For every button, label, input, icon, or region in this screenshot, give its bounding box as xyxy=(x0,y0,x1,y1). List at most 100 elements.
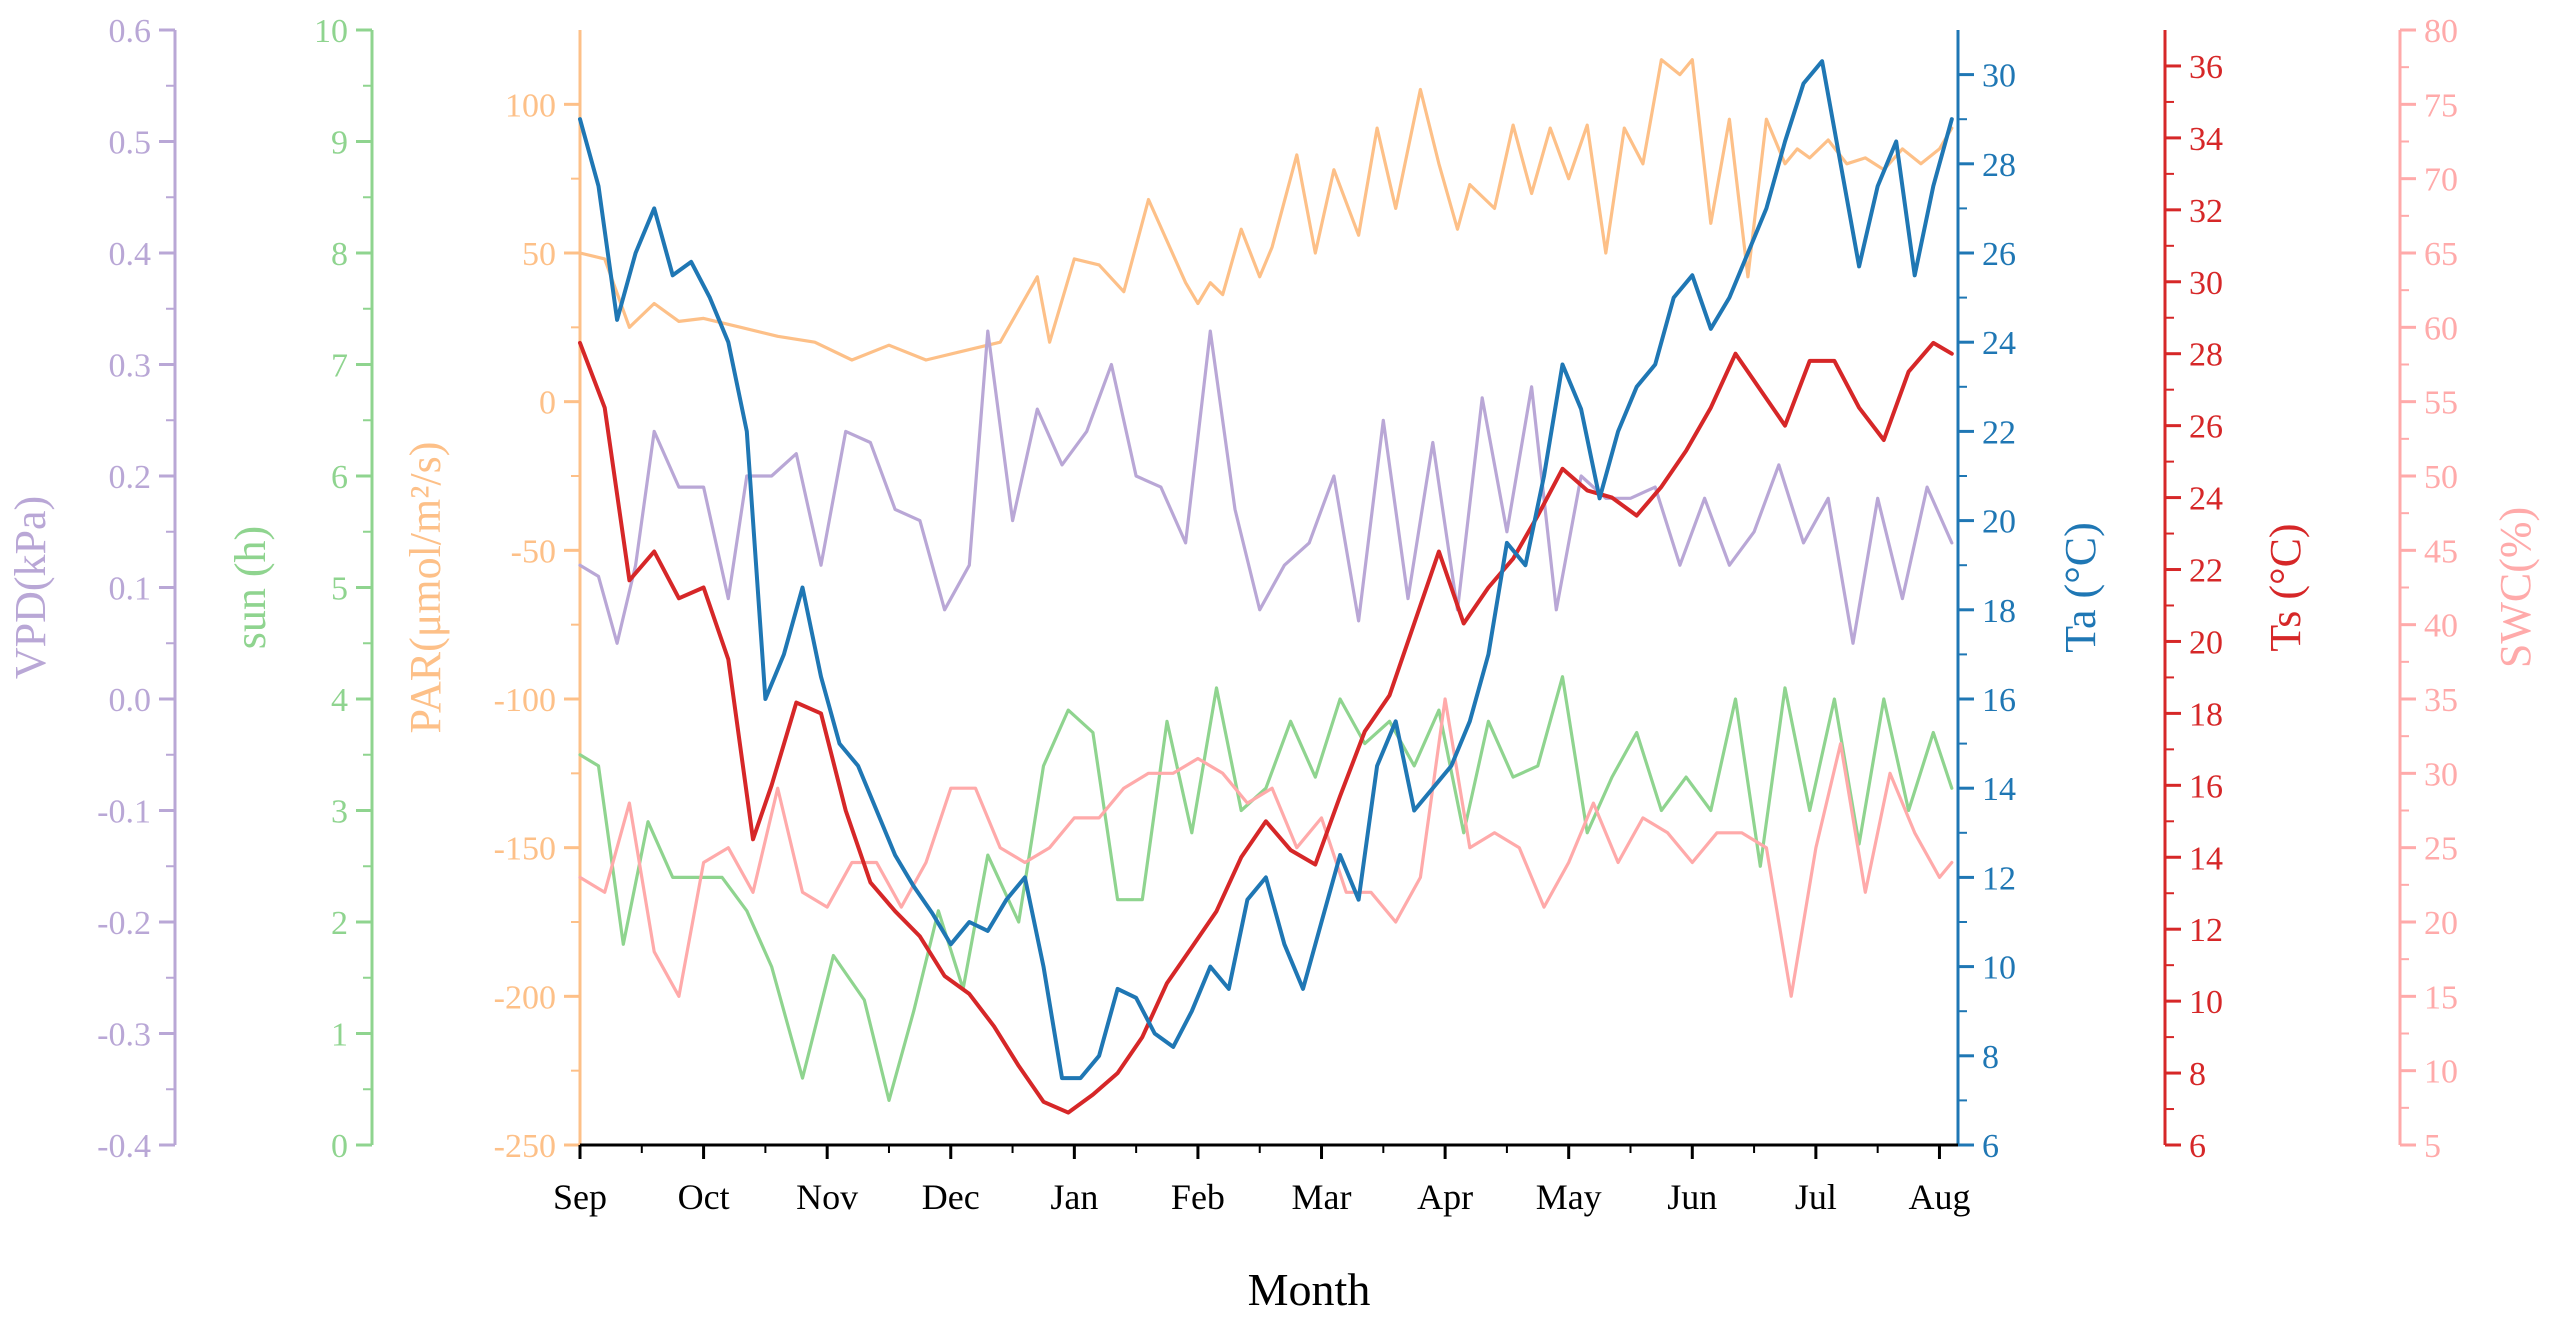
y-axis-sun: 0 1 2 3 4 5 6 7 8 9 10 sun (h) xyxy=(226,13,374,1165)
y-tick-label-sun: 8 xyxy=(331,236,348,273)
y-tick-label-par: -100 xyxy=(494,682,556,719)
y-tick-label-par: -200 xyxy=(494,979,556,1016)
y-tick-label-swc: 65 xyxy=(2424,236,2458,273)
y-tick-label-ta: 18 xyxy=(1982,593,2016,630)
y-tick-label-vpd: 0.2 xyxy=(109,459,152,496)
x-tick-label: Jan xyxy=(1050,1177,1098,1217)
y-tick-label-ta: 22 xyxy=(1982,414,2016,451)
y-tick-label-ts: 6 xyxy=(2189,1128,2206,1165)
y-tick-label-ts: 30 xyxy=(2189,265,2223,302)
y-tick-label-swc: 25 xyxy=(2424,831,2458,868)
y-tick-label-swc: 50 xyxy=(2424,459,2458,496)
y-tick-label-ts: 14 xyxy=(2189,840,2223,877)
y-tick-label-vpd: 0.1 xyxy=(109,571,152,608)
series-line-ts xyxy=(578,340,1954,1115)
x-tick-label: Apr xyxy=(1417,1177,1473,1217)
y-tick-label-sun: 3 xyxy=(331,794,348,831)
x-tick-label: Jul xyxy=(1795,1177,1837,1217)
y-tick-label-ts: 20 xyxy=(2189,624,2223,661)
y-tick-label-swc: 10 xyxy=(2424,1054,2458,1091)
y-tick-label-swc: 40 xyxy=(2424,608,2458,645)
x-tick-label: Jun xyxy=(1667,1177,1717,1217)
y-tick-label-vpd: 0.3 xyxy=(109,348,152,385)
y-tick-label-ts: 18 xyxy=(2189,696,2223,733)
x-tick-label: Dec xyxy=(922,1177,980,1217)
y-tick-label-sun: 5 xyxy=(331,571,348,608)
y-tick-label-ta: 8 xyxy=(1982,1039,1999,1076)
y-axis-par: -250 -200 -150 -100 -50 0 50 100 PAR(μmol/m²/s) xyxy=(401,30,582,1165)
y-tick-label-vpd: -0.3 xyxy=(97,1017,151,1054)
y-axis-ts: 6 8 10 12 14 16 18 20 22 24 26 28 30 32 34 36 Ts (°C) xyxy=(2163,30,2310,1165)
x-axis: Sep Oct Nov Dec Jan Feb Mar Apr May Jun Jul Aug Mont… xyxy=(553,1143,1970,1315)
y-tick-label-ts: 10 xyxy=(2189,984,2223,1021)
y-tick-label-swc: 80 xyxy=(2424,13,2458,50)
y-tick-label-vpd: 0.6 xyxy=(109,13,152,50)
x-tick-label: May xyxy=(1536,1177,1602,1217)
y-tick-label-ta: 16 xyxy=(1982,682,2016,719)
y-axis-title-sun: sun (h) xyxy=(226,526,275,649)
y-tick-label-ta: 10 xyxy=(1982,950,2016,987)
y-tick-label-sun: 6 xyxy=(331,459,348,496)
y-tick-label-vpd: 0.5 xyxy=(109,125,152,162)
y-tick-label-sun: 1 xyxy=(331,1017,348,1054)
y-tick-label-sun: 10 xyxy=(314,13,348,50)
y-axis-swc: 5 10 15 20 25 30 35 40 45 50 55 60 65 70 75 80 SWC(%) xyxy=(2398,13,2540,1165)
y-tick-label-swc: 45 xyxy=(2424,533,2458,570)
x-tick-label: Feb xyxy=(1171,1177,1225,1217)
y-tick-label-sun: 7 xyxy=(331,348,348,385)
x-axis-title: Month xyxy=(1248,1264,1371,1315)
y-tick-label-ta: 28 xyxy=(1982,147,2016,184)
y-tick-label-vpd: 0.4 xyxy=(109,236,152,273)
y-axis-title-vpd: VPD(kPa) xyxy=(6,496,55,679)
y-axis-title-swc: SWC(%) xyxy=(2491,507,2540,668)
y-tick-label-ta: 26 xyxy=(1982,236,2016,273)
y-tick-label-par: -50 xyxy=(511,533,556,570)
y-tick-label-swc: 5 xyxy=(2424,1128,2441,1165)
y-tick-label-swc: 55 xyxy=(2424,385,2458,422)
y-tick-label-ts: 24 xyxy=(2189,481,2223,518)
y-tick-label-par: 0 xyxy=(539,385,556,422)
y-tick-label-ta: 14 xyxy=(1982,771,2016,808)
y-tick-label-vpd: -0.4 xyxy=(97,1128,151,1165)
y-tick-label-swc: 70 xyxy=(2424,162,2458,199)
y-tick-label-vpd: -0.1 xyxy=(97,794,151,831)
y-tick-label-ts: 28 xyxy=(2189,337,2223,374)
y-tick-label-ta: 6 xyxy=(1982,1128,1999,1165)
y-tick-label-sun: 0 xyxy=(331,1128,348,1165)
y-tick-label-ts: 36 xyxy=(2189,49,2223,86)
y-axis-title-par: PAR(μmol/m²/s) xyxy=(401,442,450,734)
x-tick-label: Aug xyxy=(1908,1177,1970,1217)
y-tick-label-swc: 15 xyxy=(2424,979,2458,1016)
y-tick-label-ts: 32 xyxy=(2189,193,2223,230)
y-tick-label-sun: 2 xyxy=(331,905,348,942)
y-tick-label-swc: 30 xyxy=(2424,756,2458,793)
y-axis-title-ta: Ta (°C) xyxy=(2056,522,2105,653)
y-tick-label-sun: 9 xyxy=(331,125,348,162)
series-line-swc xyxy=(578,697,1954,998)
y-tick-label-vpd: -0.2 xyxy=(97,905,151,942)
y-axis-ta: 6 8 10 12 14 16 18 20 22 24 26 28 30 Ta (°C) xyxy=(1956,30,2105,1165)
y-tick-label-ta: 30 xyxy=(1982,58,2016,95)
x-tick-label: Mar xyxy=(1292,1177,1352,1217)
y-tick-label-ta: 20 xyxy=(1982,504,2016,541)
y-tick-label-ts: 26 xyxy=(2189,409,2223,446)
y-tick-label-vpd: 0.0 xyxy=(109,682,152,719)
y-tick-label-ts: 22 xyxy=(2189,553,2223,590)
y-tick-label-swc: 60 xyxy=(2424,310,2458,347)
y-tick-label-swc: 20 xyxy=(2424,905,2458,942)
series-line-sun xyxy=(578,675,1954,1102)
y-tick-label-sun: 4 xyxy=(331,682,348,719)
y-tick-label-par: -250 xyxy=(494,1128,556,1165)
series-line-ta xyxy=(578,59,1954,1081)
x-tick-label: Nov xyxy=(796,1177,858,1217)
y-tick-label-ts: 16 xyxy=(2189,768,2223,805)
y-axis-title-ts: Ts (°C) xyxy=(2261,523,2310,651)
x-tick-label: Oct xyxy=(678,1177,730,1217)
y-tick-label-par: 100 xyxy=(505,87,556,124)
y-tick-label-swc: 35 xyxy=(2424,682,2458,719)
y-axis-vpd: -0.4 -0.3 -0.2 -0.1 0.0 0.1 0.2 0.3 0.4 0.5 0.6 VPD… xyxy=(6,13,177,1165)
y-tick-label-par: -150 xyxy=(494,831,556,868)
y-tick-label-ts: 8 xyxy=(2189,1056,2206,1093)
